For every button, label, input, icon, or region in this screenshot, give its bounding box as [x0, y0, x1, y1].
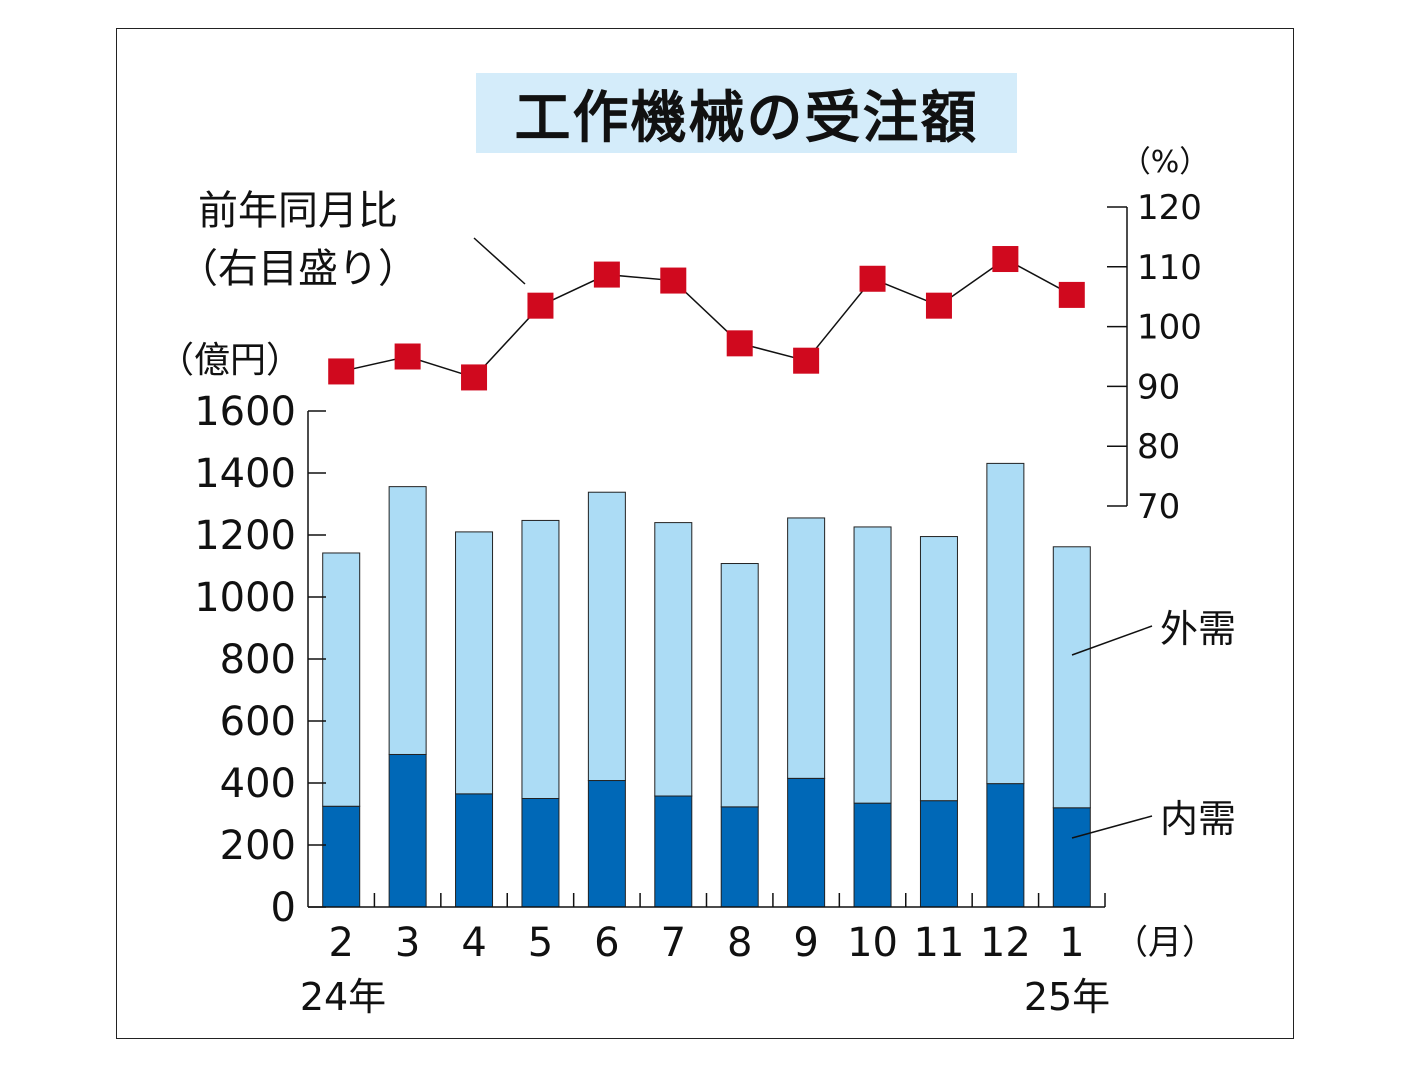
bar-foreign	[587, 491, 626, 782]
right-axis-tick-label: 70	[1137, 487, 1180, 527]
legend-leader-domestic	[1071, 815, 1153, 839]
yoy-marker	[593, 261, 620, 288]
bar-domestic	[1052, 807, 1091, 908]
bar-domestic	[787, 777, 826, 908]
left-axis-unit: （億円）	[158, 340, 302, 381]
bar-foreign	[388, 486, 427, 755]
right-axis-tick-label: 90	[1137, 367, 1180, 407]
x-axis-tick-label: 10	[847, 920, 898, 966]
bar-foreign	[521, 519, 560, 799]
bar-domestic	[986, 783, 1025, 908]
yoy-line	[341, 258, 1073, 379]
bar-domestic	[720, 806, 759, 908]
bar-domestic	[322, 805, 361, 908]
right-axis-tick-label: 120	[1137, 188, 1202, 228]
yoy-marker	[793, 347, 820, 374]
left-axis-tick-label: 1200	[194, 513, 296, 559]
x-axis-tick-label: 9	[793, 920, 818, 966]
right-axis-tick-label: 100	[1137, 308, 1202, 348]
left-axis-tick-label: 200	[220, 823, 296, 869]
x-axis-tick-label: 3	[395, 920, 420, 966]
chart-frame	[116, 28, 1294, 1039]
right-axis-unit: （%）	[1121, 145, 1210, 180]
yoy-marker	[992, 246, 1019, 273]
x-axis-tick-label: 4	[461, 920, 486, 966]
bar-foreign	[853, 526, 892, 804]
bar-foreign	[720, 563, 759, 808]
line-series-label-line2: （右目盛り）	[178, 246, 418, 292]
bar-foreign	[919, 536, 958, 802]
bar-foreign	[787, 517, 826, 779]
left-axis-tick-label: 0	[271, 885, 296, 931]
line-series-label-line1: 前年同月比	[198, 188, 398, 234]
left-axis-tick-label: 1000	[194, 575, 296, 621]
yoy-marker	[859, 265, 886, 292]
bar-domestic	[654, 795, 693, 908]
chart-title: 工作機械の受注額	[514, 85, 979, 151]
right-axis-tick-label: 80	[1137, 427, 1180, 467]
left-axis-tick-label: 1600	[194, 389, 296, 435]
left-axis-tick-label: 800	[220, 637, 296, 683]
x-axis-tick-label: 1	[1059, 920, 1084, 966]
x-axis-tick-label: 5	[528, 920, 553, 966]
x-axis-tick-label: 2	[328, 920, 353, 966]
bar-foreign	[654, 522, 693, 797]
bar-foreign	[986, 462, 1025, 785]
bar-foreign	[322, 552, 361, 807]
legend-label-domestic: 内需	[1160, 797, 1236, 841]
bar-domestic	[388, 753, 427, 908]
x-axis-tick-label: 8	[727, 920, 752, 966]
yoy-marker	[461, 364, 488, 391]
bar-domestic	[521, 798, 560, 908]
yoy-marker	[660, 267, 687, 294]
year-label-start: 24年	[300, 975, 386, 1019]
yoy-marker	[726, 330, 753, 357]
x-axis-tick-label: 7	[661, 920, 686, 966]
yoy-marker	[328, 358, 355, 385]
x-axis-unit: （月）	[1114, 923, 1216, 963]
bar-foreign	[1052, 546, 1091, 809]
line-series-leader	[473, 237, 526, 285]
x-axis-tick-label: 11	[914, 920, 965, 966]
x-axis-tick-label: 12	[980, 920, 1031, 966]
left-axis-tick-label: 600	[220, 699, 296, 745]
yoy-marker	[925, 292, 952, 319]
bar-domestic	[919, 800, 958, 908]
yoy-marker	[394, 343, 421, 370]
legend-leader-foreign	[1071, 625, 1153, 656]
bar-domestic	[455, 793, 494, 908]
left-axis-tick-label: 400	[220, 761, 296, 807]
yoy-marker	[1058, 281, 1085, 308]
bar-domestic	[587, 780, 626, 908]
chart-title-box: 工作機械の受注額	[476, 73, 1017, 153]
bar-foreign	[455, 531, 494, 795]
legend-label-foreign: 外需	[1160, 607, 1236, 651]
yoy-marker	[527, 292, 554, 319]
bar-domestic	[853, 802, 892, 908]
right-axis-tick-label: 110	[1137, 248, 1202, 288]
x-axis-tick-label: 6	[594, 920, 619, 966]
left-axis-tick-label: 1400	[194, 451, 296, 497]
year-label-end: 25年	[1024, 975, 1110, 1019]
